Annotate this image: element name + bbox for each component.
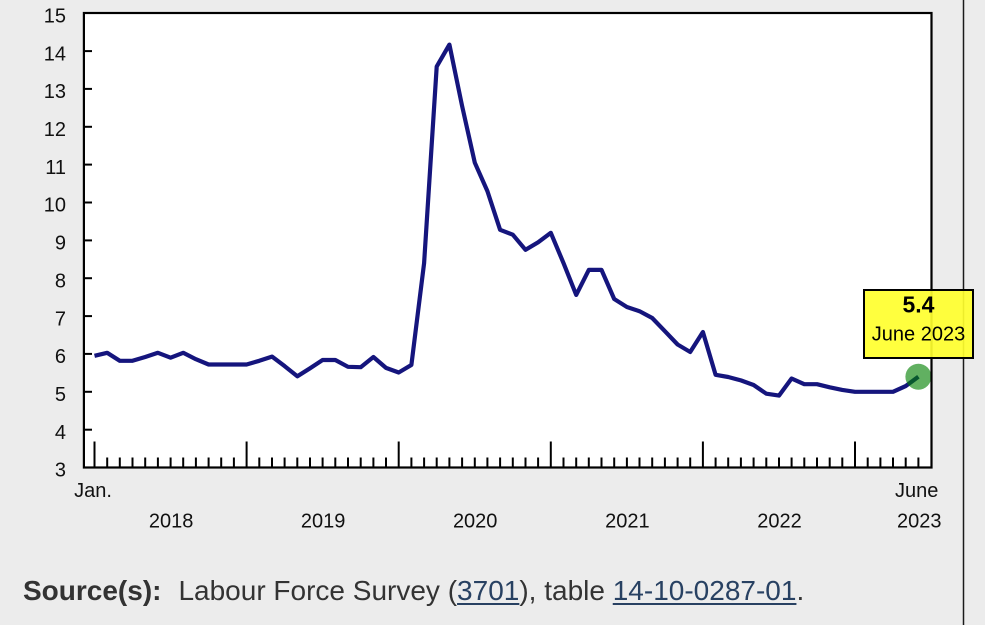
svg-text:3: 3 [55, 460, 66, 482]
svg-text:2019: 2019 [301, 511, 346, 533]
svg-text:5.4: 5.4 [903, 292, 935, 318]
svg-text:6: 6 [55, 346, 66, 368]
svg-text:June 2023: June 2023 [872, 324, 965, 346]
svg-text:13: 13 [44, 81, 66, 103]
svg-text:8: 8 [55, 270, 66, 292]
svg-text:14: 14 [44, 43, 66, 65]
svg-text:2021: 2021 [605, 511, 650, 533]
svg-text:2020: 2020 [453, 511, 498, 533]
svg-text:5: 5 [55, 384, 66, 406]
svg-text:2023: 2023 [897, 511, 942, 533]
svg-text:4: 4 [55, 422, 66, 444]
svg-text:9: 9 [55, 233, 66, 255]
svg-text:12: 12 [44, 119, 66, 141]
svg-text:10: 10 [44, 195, 66, 217]
svg-text:June: June [895, 480, 938, 502]
svg-text:Jan.: Jan. [74, 480, 112, 502]
svg-text:7: 7 [55, 308, 66, 330]
svg-text:2018: 2018 [149, 511, 194, 533]
svg-text:11: 11 [45, 157, 66, 179]
svg-text:15: 15 [44, 5, 66, 27]
svg-text:2022: 2022 [757, 511, 802, 533]
